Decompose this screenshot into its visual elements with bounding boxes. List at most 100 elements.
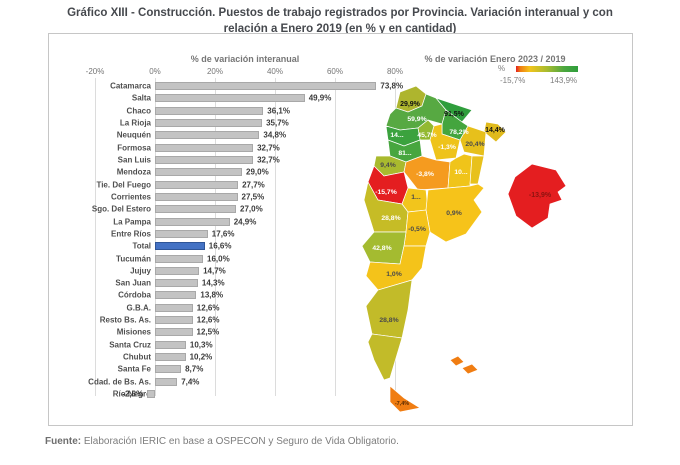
value-label: 12,6%: [196, 303, 220, 313]
province-islas-malvinas-1: [449, 355, 465, 367]
value-label: 36,1%: [267, 106, 290, 116]
category-label: G.B.A.: [126, 303, 151, 313]
bar-row-sgo-del-estero: Sgo. Del Estero 27,0%: [48, 203, 395, 215]
bar: [155, 94, 305, 103]
bar-row-chubut: Chubut 10,2%: [48, 351, 395, 363]
bar: [155, 131, 260, 140]
value-label: 10,2%: [189, 352, 213, 362]
province-label-san-juan: -15,7%: [375, 189, 397, 196]
province-caba: [507, 163, 567, 229]
bar-row-chaco: Chaco 36,1%: [48, 105, 395, 117]
province-label-caba: -13,9%: [529, 192, 552, 199]
bar: [155, 192, 238, 201]
bar-row-la-pampa: La Pampa 24,9%: [48, 215, 395, 227]
bar-row-catamarca: Catamarca 73,8%: [48, 80, 403, 92]
bar-row-total: Total 16,6%: [48, 240, 395, 252]
category-label: Entre Ríos: [110, 229, 151, 239]
province-label-chaco: 78,2%: [449, 129, 468, 136]
value-label: 49,9%: [308, 93, 332, 103]
color-scale-legend: [516, 66, 578, 72]
value-label: 12,6%: [196, 315, 220, 325]
province-label-la-rioja: 81...: [398, 150, 411, 157]
province-label-mendoza: 28,8%: [381, 215, 400, 222]
bar: [155, 279, 198, 288]
province-label-corrientes: 20,4%: [465, 141, 484, 148]
bar: [155, 180, 239, 189]
bar: [155, 340, 186, 349]
category-label: Tie. Del Fuego: [96, 180, 151, 190]
category-label: La Pampa: [113, 217, 151, 227]
value-label: 12,5%: [196, 327, 220, 337]
x-tick-40pct: 40%: [266, 67, 283, 76]
bar: [155, 217, 230, 226]
bar-row-neuquén: Neuquén 34,8%: [48, 129, 395, 141]
bar-chart-rows: Catamarca 73,8% Salta 49,9% Chaco 36,1% La Rio…: [48, 78, 403, 400]
value-label: -2,6%: [122, 389, 144, 399]
bar: [155, 106, 264, 115]
province-misiones: [483, 121, 507, 143]
bar-row-la-rioja: La Rioja 35,7%: [48, 117, 395, 129]
argentina-choropleth-map: 29,9% 59,9% 91,5% 78,2% 14,4% 20,4% 45,7% -1,3%…: [360, 82, 590, 422]
bar-row-salta: Salta 49,9%: [48, 92, 395, 104]
bar: [147, 389, 155, 398]
category-label: Corrientes: [110, 192, 151, 202]
x-tick-80pct: 80%: [386, 67, 403, 76]
province-entre-rios: [469, 155, 485, 185]
bar: [155, 377, 178, 386]
province-label-san-luis: 1...: [411, 194, 421, 201]
province-corrientes: [459, 125, 487, 157]
map-svg: 29,9% 59,9% 91,5% 78,2% 14,4%20,4% 45,7%-1,3%…: [361, 85, 567, 413]
province-tierra-del-fuego: [389, 385, 421, 413]
bar: [155, 291, 197, 300]
value-label: 34,8%: [263, 130, 287, 140]
bar: [155, 242, 205, 251]
province-label-tierra-del-fuego: -7,4%: [395, 401, 409, 407]
value-label: 16,6%: [208, 241, 232, 251]
value-label: 13,8%: [200, 290, 224, 300]
category-label: Tucumán: [116, 254, 151, 264]
category-label: Salta: [131, 93, 151, 103]
bar: [155, 119, 263, 128]
x-tick-0pct: 0%: [149, 67, 161, 76]
bar: [155, 303, 193, 312]
province-label-rio-negro: 1,0%: [386, 271, 402, 278]
bar: [155, 156, 254, 165]
province-label-la-pampa: -0,5%: [408, 226, 426, 233]
bar-row-formosa: Formosa 32,7%: [48, 142, 395, 154]
x-tick--20pct: -20%: [85, 67, 105, 76]
province-label-cuyo-north: 9,4%: [380, 162, 396, 169]
value-label: 8,7%: [185, 364, 204, 374]
value-label: 27,5%: [241, 192, 265, 202]
province-label-neuquen: 42,8%: [372, 245, 391, 252]
category-label: Jujuy: [130, 266, 151, 276]
province-islas-malvinas-2: [461, 363, 479, 375]
bar-row-san-juan: San Juan 14,3%: [48, 277, 395, 289]
category-label: Santa Fe: [117, 364, 151, 374]
category-label: Sgo. Del Estero: [91, 204, 151, 214]
province-label-santa-fe: 10...: [454, 169, 467, 176]
category-label: San Juan: [115, 278, 151, 288]
bar-row-córdoba: Córdoba 13,8%: [48, 289, 395, 301]
category-label: Total: [132, 241, 151, 251]
bar: [155, 229, 208, 238]
category-label: Catamarca: [110, 81, 151, 91]
value-label: 27,0%: [240, 204, 263, 214]
value-label: 7,4%: [181, 377, 200, 387]
value-label: 73,8%: [380, 81, 404, 91]
bar-row-resto-bs-as-: Resto Bs. As. 12,6%: [48, 314, 395, 326]
bar: [155, 82, 377, 91]
bar-row-misiones: Misiones 12,5%: [48, 326, 395, 338]
province-label-jujuy: 29,9%: [400, 101, 421, 108]
category-label: San Luis: [117, 155, 151, 165]
bar: [155, 266, 200, 275]
province-label-buenos-aires: 0,9%: [446, 210, 462, 217]
bar-row-tie-del-fuego: Tie. Del Fuego 27,7%: [48, 179, 395, 191]
category-label: Chaco: [126, 106, 151, 116]
legend-min-label: -15,7%: [500, 76, 526, 85]
province-label-salta: 59,9%: [407, 116, 426, 123]
value-label: 14,3%: [201, 278, 225, 288]
bar-row-santa-cruz: Santa Cruz 10,3%: [48, 339, 395, 351]
bar: [155, 328, 193, 337]
figure-title: Gráfico XIII - Construcción. Puestos de …: [67, 7, 613, 35]
